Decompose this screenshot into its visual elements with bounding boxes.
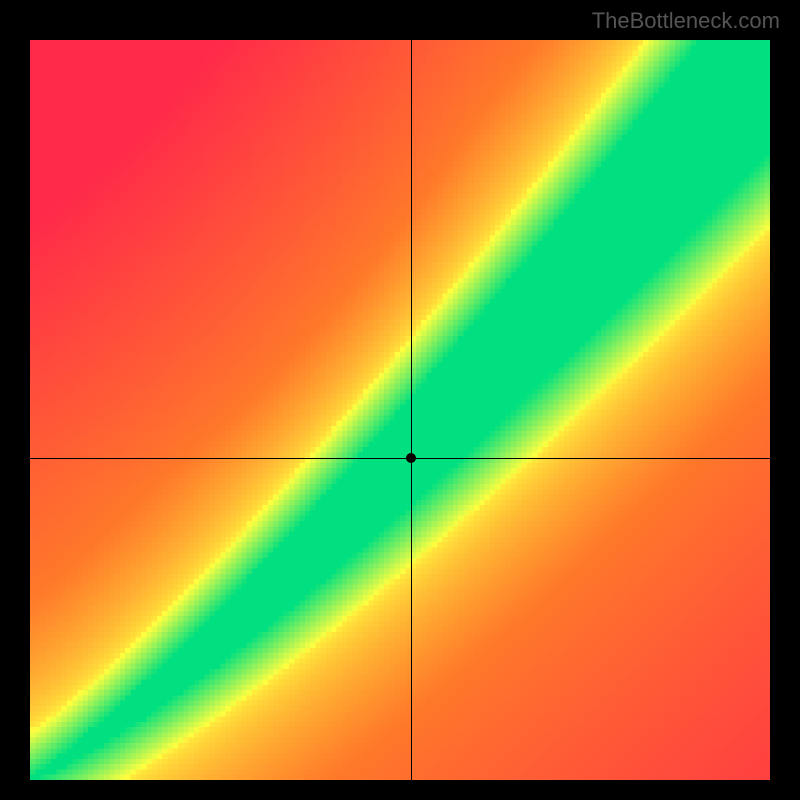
crosshair-horizontal [30,458,770,459]
watermark-text: TheBottleneck.com [592,8,780,34]
crosshair-vertical [411,40,412,780]
plot-area [30,40,770,780]
bottleneck-heatmap [30,40,770,780]
crosshair-marker-dot [406,453,416,463]
